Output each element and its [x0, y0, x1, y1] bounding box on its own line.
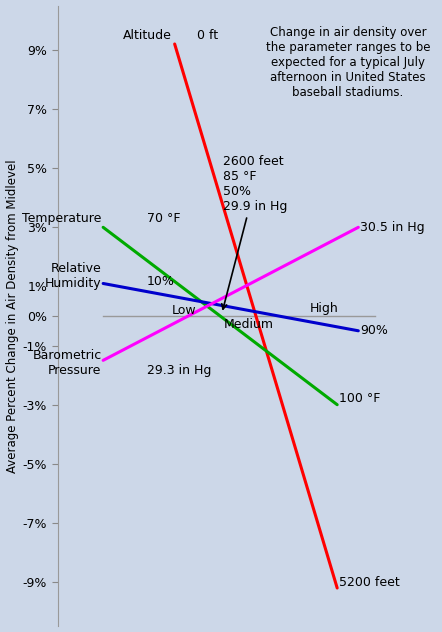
Y-axis label: Average Percent Change in Air Density from Midlevel: Average Percent Change in Air Density fr… [6, 159, 19, 473]
Text: Medium: Medium [223, 318, 274, 331]
Text: 2600 feet
85 °F
50%
29.9 in Hg: 2600 feet 85 °F 50% 29.9 in Hg [222, 154, 288, 309]
Text: Altitude: Altitude [122, 28, 171, 42]
Text: 90%: 90% [360, 324, 388, 337]
Text: Temperature: Temperature [22, 212, 102, 225]
Text: High: High [309, 302, 338, 315]
Text: 5200 feet: 5200 feet [339, 576, 400, 588]
Text: 29.3 in Hg: 29.3 in Hg [147, 364, 211, 377]
Text: Change in air density over
the parameter ranges to be
expected for a typical Jul: Change in air density over the parameter… [266, 27, 430, 99]
Text: 70 °F: 70 °F [147, 212, 180, 225]
Text: 10%: 10% [147, 276, 175, 288]
Text: 30.5 in Hg: 30.5 in Hg [360, 221, 425, 234]
Text: Barometric
Pressure: Barometric Pressure [32, 349, 102, 377]
Text: Low: Low [171, 304, 196, 317]
Text: Relative
Humidity: Relative Humidity [45, 262, 102, 290]
Text: 100 °F: 100 °F [339, 392, 380, 405]
Text: 0 ft: 0 ft [198, 28, 218, 42]
